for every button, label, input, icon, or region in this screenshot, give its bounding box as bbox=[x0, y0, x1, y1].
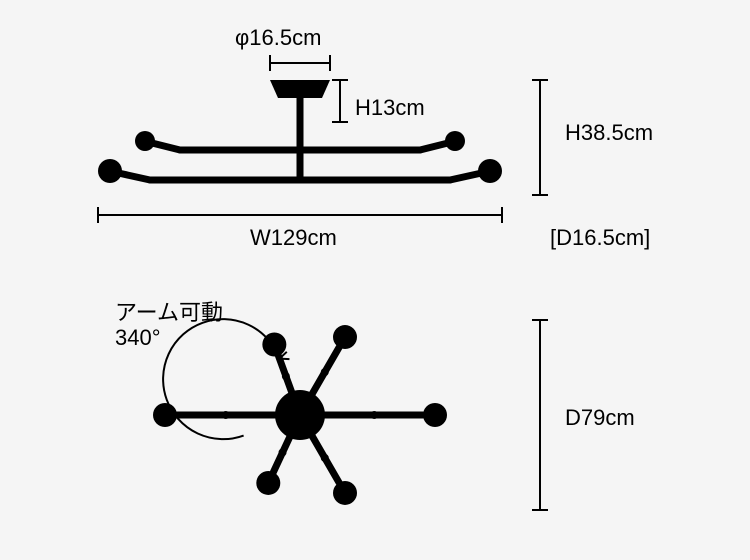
label-arm-angle: 340° bbox=[115, 325, 161, 351]
label-height-cap: H13cm bbox=[355, 95, 425, 121]
label-depth-bracket: [D16.5cm] bbox=[550, 225, 650, 251]
label-depth: D79cm bbox=[565, 405, 635, 431]
label-height-total: H38.5cm bbox=[565, 120, 653, 146]
label-diameter: φ16.5cm bbox=[235, 25, 321, 51]
dimensions-diagram bbox=[0, 0, 750, 560]
label-width: W129cm bbox=[250, 225, 337, 251]
label-arm-movable: アーム可動 bbox=[115, 295, 223, 327]
